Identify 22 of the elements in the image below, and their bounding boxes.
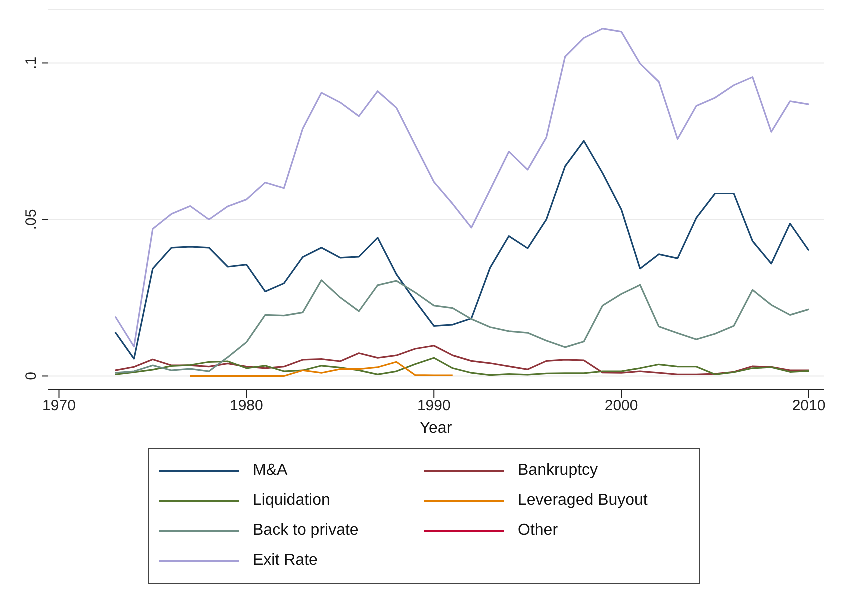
x-tick-label: 1990 <box>417 398 451 415</box>
legend-label: M&A <box>253 462 288 480</box>
x-tick-label: 1980 <box>230 398 264 415</box>
line-series <box>114 140 810 360</box>
x-axis-title: Year <box>420 420 453 437</box>
x-tick-label: 2000 <box>604 398 638 415</box>
y-tick-label: 0 <box>23 372 40 380</box>
legend-label: Bankruptcy <box>518 462 598 480</box>
x-tick-label: 1970 <box>42 398 76 415</box>
legend-label: Leveraged Buyout <box>518 492 648 510</box>
y-tick-label: .05 <box>23 209 40 230</box>
legend-label: Other <box>518 522 558 540</box>
x-tick-label: 2010 <box>792 398 826 415</box>
legend-label: Exit Rate <box>253 552 318 570</box>
line-series <box>114 357 810 376</box>
line-series <box>114 28 810 348</box>
line-series <box>190 361 454 378</box>
legend-label: Liquidation <box>253 492 330 510</box>
y-tick-label: .1 <box>23 56 40 70</box>
legend-label: Back to private <box>253 522 359 540</box>
line-series <box>114 280 810 374</box>
line-series <box>114 345 810 376</box>
